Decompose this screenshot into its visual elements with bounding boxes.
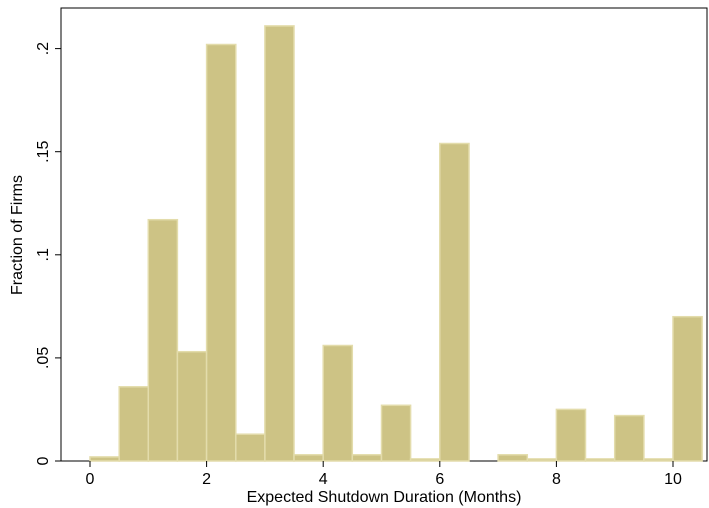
x-tick-label: 4: [319, 471, 328, 488]
histogram-bar: [497, 454, 529, 462]
histogram-bar: [380, 404, 412, 462]
histogram-bar: [584, 458, 616, 462]
y-tick-label: .15: [35, 140, 52, 162]
x-axis-label: Expected Shutdown Duration (Months): [247, 489, 522, 506]
histogram-bar: [555, 408, 587, 462]
x-tick-label: 0: [86, 471, 95, 488]
x-tick-label: 10: [664, 471, 682, 488]
histogram-bar: [439, 142, 470, 462]
histogram-bar: [672, 315, 703, 462]
histogram-bar: [351, 454, 383, 462]
y-tick-label: .2: [35, 42, 52, 55]
histogram-bar: [293, 454, 324, 462]
histogram-bar: [147, 218, 179, 462]
y-tick-label: .1: [35, 248, 52, 261]
bars-group: [89, 25, 703, 462]
x-ticks-group: 0 2 4 6 8 10: [86, 461, 682, 488]
histogram-bar: [264, 25, 295, 462]
x-tick-label: 8: [552, 471, 561, 488]
histogram-bar: [409, 458, 441, 462]
histogram-bar: [176, 350, 208, 462]
histogram-bar: [643, 458, 674, 462]
histogram-bar: [613, 414, 645, 462]
histogram-bar: [235, 433, 266, 462]
y-tick-label: 0: [35, 456, 52, 465]
histogram-bar: [205, 43, 237, 462]
y-tick-label: .05: [35, 347, 52, 369]
histogram-bar: [89, 456, 120, 462]
x-tick-label: 2: [202, 471, 211, 488]
histogram-bar: [526, 458, 558, 462]
x-tick-label: 6: [435, 471, 444, 488]
histogram-bar: [322, 344, 354, 462]
y-axis-label: Fraction of Firms: [9, 175, 26, 295]
y-ticks-group: 0 .05 .1 .15 .2: [35, 42, 61, 465]
histogram-bar: [118, 386, 150, 462]
